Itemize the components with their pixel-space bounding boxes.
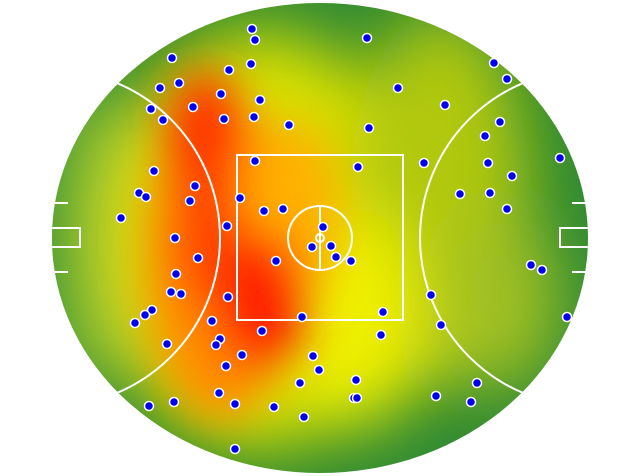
point — [223, 64, 235, 76]
point — [206, 315, 218, 327]
point — [270, 255, 282, 267]
point — [245, 58, 257, 70]
point — [140, 191, 152, 203]
point — [501, 203, 513, 215]
point — [246, 23, 258, 35]
point — [350, 374, 362, 386]
point — [317, 221, 329, 233]
point — [294, 377, 306, 389]
point — [221, 220, 233, 232]
point — [173, 77, 185, 89]
point — [418, 157, 430, 169]
point — [249, 155, 261, 167]
point — [168, 396, 180, 408]
point — [148, 165, 160, 177]
point — [392, 82, 404, 94]
point — [189, 180, 201, 192]
point — [210, 339, 222, 351]
point — [351, 392, 363, 404]
point — [501, 73, 513, 85]
point — [454, 188, 466, 200]
point — [166, 52, 178, 64]
point — [165, 286, 177, 298]
point — [154, 82, 166, 94]
point — [479, 130, 491, 142]
point — [236, 349, 248, 361]
point — [352, 161, 364, 173]
point — [218, 113, 230, 125]
point — [258, 205, 270, 217]
point — [222, 291, 234, 303]
point — [494, 116, 506, 128]
point — [561, 311, 573, 323]
point — [143, 400, 155, 412]
point — [256, 325, 268, 337]
point — [187, 101, 199, 113]
point — [536, 264, 548, 276]
point — [249, 34, 261, 46]
point — [268, 401, 280, 413]
point — [313, 364, 325, 376]
point — [307, 350, 319, 362]
points — [115, 23, 573, 455]
point — [377, 306, 389, 318]
point — [325, 240, 337, 252]
point — [192, 252, 204, 264]
point — [425, 289, 437, 301]
point — [345, 255, 357, 267]
point — [234, 192, 246, 204]
point — [170, 268, 182, 280]
point — [146, 304, 158, 316]
point — [157, 114, 169, 126]
point — [430, 390, 442, 402]
point — [129, 317, 141, 329]
point — [363, 122, 375, 134]
point — [465, 396, 477, 408]
point — [229, 398, 241, 410]
point — [277, 203, 289, 215]
point — [298, 411, 310, 423]
point — [361, 32, 373, 44]
point — [213, 387, 225, 399]
point — [283, 119, 295, 131]
point — [161, 338, 173, 350]
point — [184, 195, 196, 207]
point — [220, 360, 232, 372]
point — [471, 377, 483, 389]
point — [375, 329, 387, 341]
point — [435, 319, 447, 331]
point — [169, 232, 181, 244]
point — [145, 103, 157, 115]
point — [229, 443, 241, 455]
point — [482, 157, 494, 169]
point — [525, 259, 537, 271]
point — [248, 111, 260, 123]
point — [215, 88, 227, 100]
point — [115, 212, 127, 224]
point — [484, 187, 496, 199]
point — [554, 152, 566, 164]
point — [488, 57, 500, 69]
point — [296, 311, 308, 323]
point — [175, 288, 187, 300]
point — [306, 241, 318, 253]
point — [139, 309, 151, 321]
point — [330, 251, 342, 263]
point — [439, 99, 451, 111]
point — [506, 170, 518, 182]
point — [254, 94, 266, 106]
